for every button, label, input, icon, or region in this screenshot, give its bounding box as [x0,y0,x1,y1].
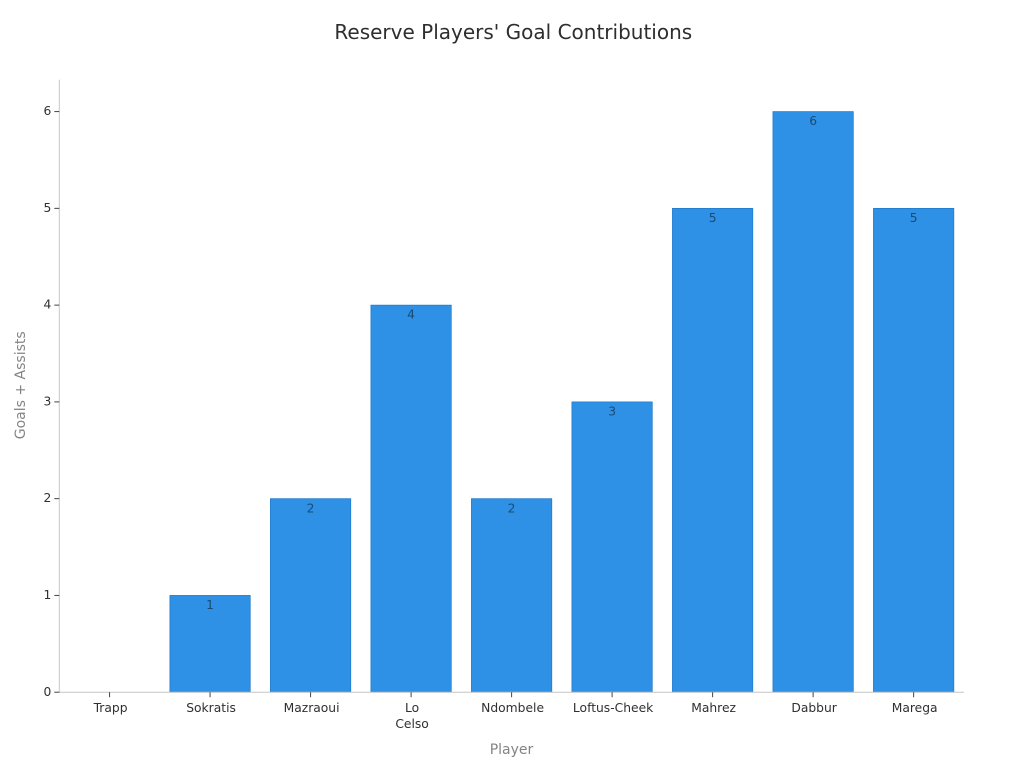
svg-text:Mazraoui: Mazraoui [284,701,340,715]
svg-text:5: 5 [43,201,51,215]
svg-text:Trapp: Trapp [93,701,128,715]
svg-text:Dabbur: Dabbur [791,701,837,715]
svg-text:Lo: Lo [405,701,419,715]
svg-text:Goals + Assists: Goals + Assists [13,331,29,439]
svg-text:4: 4 [407,308,415,322]
svg-text:2: 2 [43,491,51,505]
svg-text:Mahrez: Mahrez [691,701,736,715]
svg-text:1: 1 [43,588,51,602]
svg-text:Marega: Marega [892,701,938,715]
svg-text:0: 0 [43,685,51,699]
svg-text:5: 5 [709,211,717,225]
svg-text:2: 2 [508,501,516,515]
svg-text:1: 1 [206,598,214,612]
svg-text:5: 5 [910,211,918,225]
svg-text:3: 3 [43,394,51,408]
svg-text:Loftus-Cheek: Loftus-Cheek [573,701,654,715]
svg-text:Reserve Players' Goal Contribu: Reserve Players' Goal Contributions [334,20,692,44]
svg-text:6: 6 [809,114,817,128]
svg-text:4: 4 [43,298,51,312]
svg-text:Ndombele: Ndombele [481,701,544,715]
svg-text:3: 3 [608,404,616,418]
svg-text:Player: Player [490,742,534,758]
svg-text:6: 6 [43,104,51,118]
svg-text:Celso: Celso [395,717,429,731]
svg-text:2: 2 [307,501,315,515]
svg-text:Sokratis: Sokratis [186,701,236,715]
